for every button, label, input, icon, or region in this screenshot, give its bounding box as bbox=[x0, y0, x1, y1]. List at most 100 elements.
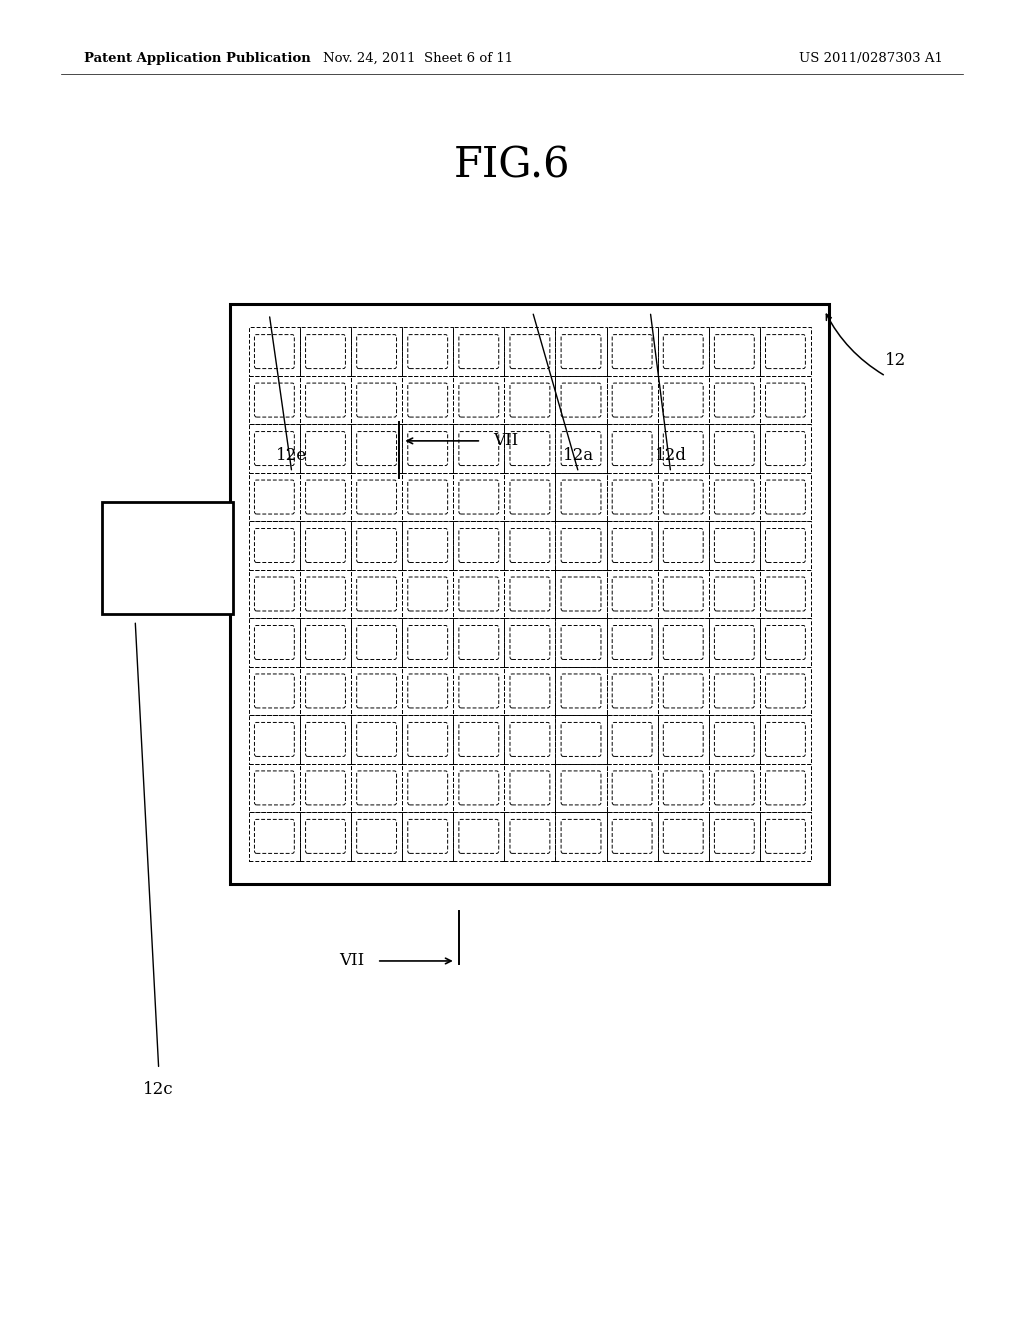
Bar bbox=[505, 812, 555, 861]
Bar bbox=[351, 327, 402, 376]
Bar bbox=[606, 764, 657, 812]
Bar bbox=[505, 327, 555, 376]
Bar bbox=[402, 764, 454, 812]
Bar bbox=[249, 376, 300, 424]
Bar bbox=[606, 812, 657, 861]
Bar bbox=[606, 570, 657, 618]
Bar bbox=[505, 473, 555, 521]
Bar bbox=[351, 521, 402, 570]
Bar bbox=[454, 764, 505, 812]
Bar bbox=[657, 764, 709, 812]
Text: VII: VII bbox=[339, 953, 365, 969]
Text: FIG.6: FIG.6 bbox=[454, 144, 570, 186]
Bar bbox=[402, 570, 454, 618]
Bar bbox=[709, 570, 760, 618]
Bar bbox=[351, 764, 402, 812]
Bar bbox=[402, 376, 454, 424]
Bar bbox=[300, 424, 351, 473]
Bar bbox=[300, 327, 351, 376]
Bar bbox=[760, 812, 811, 861]
Bar bbox=[249, 667, 300, 715]
Bar bbox=[351, 376, 402, 424]
Bar bbox=[249, 570, 300, 618]
Bar bbox=[709, 764, 760, 812]
Bar bbox=[230, 304, 829, 884]
Bar bbox=[300, 667, 351, 715]
Bar bbox=[555, 424, 606, 473]
Bar bbox=[454, 424, 505, 473]
Bar bbox=[657, 667, 709, 715]
Bar bbox=[760, 327, 811, 376]
Bar bbox=[505, 424, 555, 473]
Bar bbox=[709, 376, 760, 424]
Bar bbox=[606, 473, 657, 521]
Bar bbox=[249, 715, 300, 764]
Bar bbox=[402, 424, 454, 473]
Bar bbox=[300, 376, 351, 424]
Bar bbox=[555, 327, 606, 376]
Bar bbox=[505, 667, 555, 715]
Bar bbox=[351, 667, 402, 715]
Bar bbox=[657, 618, 709, 667]
Bar bbox=[300, 570, 351, 618]
Bar bbox=[709, 473, 760, 521]
Bar bbox=[760, 667, 811, 715]
Bar bbox=[657, 521, 709, 570]
Bar bbox=[351, 473, 402, 521]
Bar bbox=[709, 327, 760, 376]
Bar bbox=[606, 327, 657, 376]
Bar bbox=[760, 376, 811, 424]
Text: US 2011/0287303 A1: US 2011/0287303 A1 bbox=[799, 51, 943, 65]
Bar bbox=[606, 376, 657, 424]
Text: Patent Application Publication: Patent Application Publication bbox=[84, 51, 310, 65]
Bar bbox=[505, 715, 555, 764]
Bar bbox=[505, 521, 555, 570]
Bar bbox=[606, 667, 657, 715]
Bar bbox=[555, 473, 606, 521]
Bar bbox=[402, 618, 454, 667]
Bar bbox=[454, 376, 505, 424]
Bar bbox=[760, 570, 811, 618]
Bar bbox=[709, 424, 760, 473]
Bar bbox=[555, 521, 606, 570]
Bar bbox=[249, 473, 300, 521]
Bar bbox=[402, 327, 454, 376]
Bar bbox=[402, 667, 454, 715]
Bar bbox=[402, 812, 454, 861]
Bar bbox=[351, 715, 402, 764]
Bar bbox=[300, 473, 351, 521]
Bar bbox=[505, 570, 555, 618]
Bar bbox=[454, 812, 505, 861]
Bar bbox=[505, 764, 555, 812]
Bar bbox=[555, 764, 606, 812]
Bar bbox=[760, 473, 811, 521]
Text: 12: 12 bbox=[886, 352, 906, 368]
Bar bbox=[402, 521, 454, 570]
Bar bbox=[505, 618, 555, 667]
Bar bbox=[760, 521, 811, 570]
Bar bbox=[300, 764, 351, 812]
Bar bbox=[402, 473, 454, 521]
Bar bbox=[760, 424, 811, 473]
Bar bbox=[709, 667, 760, 715]
Bar bbox=[657, 424, 709, 473]
Text: 12e: 12e bbox=[276, 447, 307, 463]
Bar bbox=[657, 376, 709, 424]
Bar bbox=[249, 812, 300, 861]
Bar bbox=[454, 715, 505, 764]
Bar bbox=[555, 812, 606, 861]
Bar bbox=[454, 327, 505, 376]
Bar bbox=[709, 715, 760, 764]
Bar bbox=[249, 764, 300, 812]
Bar bbox=[657, 570, 709, 618]
Text: VII: VII bbox=[494, 433, 519, 449]
Text: 12a: 12a bbox=[563, 447, 594, 463]
Bar bbox=[709, 521, 760, 570]
Bar bbox=[454, 667, 505, 715]
Bar bbox=[402, 715, 454, 764]
Bar bbox=[300, 521, 351, 570]
Text: 12d: 12d bbox=[654, 447, 687, 463]
Bar bbox=[606, 521, 657, 570]
Bar bbox=[454, 521, 505, 570]
Bar bbox=[760, 618, 811, 667]
